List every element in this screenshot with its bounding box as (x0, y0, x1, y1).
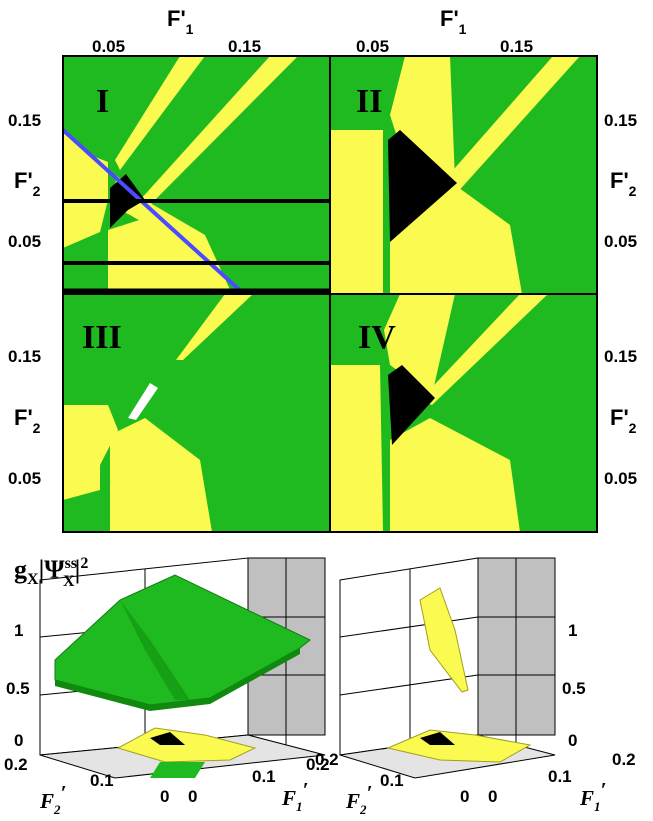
left-green-fold (120, 600, 190, 700)
panel-iii: III (63, 294, 330, 532)
left-z-tick-1: 1 (14, 621, 23, 640)
left-f2-tick-0.1: 0.1 (90, 771, 114, 790)
panel-iii-yellow-left (63, 405, 118, 500)
top-tick-left-0.05: 0.05 (92, 37, 125, 56)
left-f2-tick-0.2: 0.2 (4, 755, 28, 774)
right-tick-upper-0.15: 0.15 (604, 111, 637, 130)
right-z-tick-0.5: 0.5 (562, 679, 586, 698)
right-tick-lower-0.15: 0.15 (604, 347, 637, 366)
top-tick-right-0.05: 0.05 (356, 37, 389, 56)
right-axis-label-upper: F'2 (610, 168, 637, 199)
left-z-tick-0: 0 (14, 731, 23, 750)
surface-z-axis-label: gX|Ψss X|2 (14, 555, 88, 590)
panel-iii-label: III (82, 319, 122, 356)
right-f1-tick-0: 0 (488, 787, 497, 806)
panel-i-yellow-diagonal-band (140, 56, 298, 205)
left-floor-black (150, 732, 185, 745)
right-tick-upper-0.05: 0.05 (604, 232, 637, 251)
panel-iv-black-region (388, 365, 435, 445)
left-axis-label-upper: F'2 (14, 168, 41, 199)
panel-i: I (61, 56, 330, 296)
panel-iii-white-region (128, 383, 158, 420)
right-f2-tick-0.2: 0.2 (306, 755, 330, 774)
left-floor-green (150, 762, 205, 778)
panel-i-blue-line (61, 128, 246, 296)
left-f1-axis-label: F1′ (281, 778, 308, 814)
right-z-tick-1: 1 (568, 621, 577, 640)
left-tick-lower-0.15: 0.15 (8, 347, 41, 366)
left-axis: 0.15 0.05 F'2 0.15 0.05 F'2 (8, 111, 41, 488)
panel-ii: II (330, 56, 597, 294)
panel-i-yellow-upper-band (115, 56, 205, 170)
right-axis: 0.15 0.05 F'2 0.15 0.05 F'2 (604, 111, 637, 488)
panel-iii-yellow-bottom (110, 418, 212, 532)
panel-iv: IV (330, 294, 597, 532)
left-tick-lower-0.05: 0.05 (8, 469, 41, 488)
right-f1-axis-label: F1′ (579, 778, 606, 814)
left-axis-label-lower: F'2 (14, 405, 41, 436)
panel-iv-yellow-diagonal (420, 294, 548, 405)
panel-ii-yellow-diagonal (440, 56, 580, 195)
panel-ii-yellow-left (330, 130, 383, 294)
left-green-edge (55, 648, 300, 711)
panel-iv-label: IV (358, 319, 396, 356)
right-f2-tick-0: 0 (460, 787, 469, 806)
panel-ii-label: II (356, 83, 382, 120)
panel-iv-yellow-left (330, 365, 383, 532)
top-axis: 0.05 0.15 0.05 0.15 F'1 F'1 (92, 6, 533, 56)
panel-ii-black-region (388, 130, 457, 242)
top-tick-right-0.15: 0.15 (500, 37, 533, 56)
surface-plot-right: 1 0.5 0 0.2 0.1 0 0 0.1 0.2 F2′ F1′ (306, 557, 636, 817)
panel-i-yellow-bottom (108, 215, 222, 294)
panel-i-yellow-left-mid (63, 170, 108, 248)
right-z-tick-0: 0 (568, 731, 577, 750)
right-f2-tick-0.1: 0.1 (380, 771, 404, 790)
left-tick-upper-0.05: 0.05 (8, 232, 41, 251)
right-f1-tick-0.1: 0.1 (548, 767, 572, 786)
right-yellow-surface (419, 587, 469, 693)
left-f1-tick-0.2: 0.2 (315, 750, 339, 769)
right-f1-tick-0.2: 0.2 (612, 750, 636, 769)
right-f2-axis-label: F2′ (345, 781, 372, 817)
right-grid-line (339, 616, 479, 638)
surface-plot-left: 1 0.5 0 0.2 0.1 0 0 0.1 0.2 F2′ F1′ (4, 557, 339, 817)
left-z-tick-0.5: 0.5 (6, 679, 30, 698)
panel-iv-yellow-bottom (390, 418, 520, 532)
right-tick-lower-0.05: 0.05 (604, 469, 637, 488)
right-axis-label-lower: F'2 (610, 405, 637, 436)
left-tick-upper-0.15: 0.15 (8, 111, 41, 130)
left-f1-tick-0: 0 (188, 787, 197, 806)
left-f2-axis-label: F2′ (39, 781, 66, 817)
left-f1-tick-0.1: 0.1 (252, 767, 276, 786)
panel-iii-yellow-diagonal (176, 294, 253, 360)
panel-i-label: I (96, 83, 109, 120)
top-axis-label-right: F'1 (440, 6, 467, 37)
right-floor-black (420, 732, 455, 745)
top-axis-label-left: F'1 (167, 6, 194, 37)
left-f2-tick-0: 0 (160, 787, 169, 806)
panel-ii-yellow-top (390, 56, 455, 180)
top-tick-left-0.15: 0.15 (228, 37, 261, 56)
